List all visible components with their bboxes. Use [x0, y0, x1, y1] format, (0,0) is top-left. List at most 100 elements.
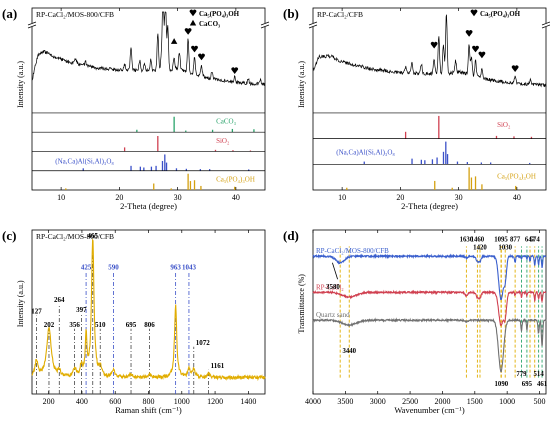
plot-frame — [31, 229, 266, 395]
band-label: 3580 — [326, 284, 340, 291]
panel-label: (c) — [2, 228, 16, 243]
peak-label: 425 — [81, 263, 92, 271]
band-label: 647 — [525, 236, 536, 243]
peak-label: 127 — [31, 308, 42, 316]
peak-label: 202 — [44, 321, 55, 329]
x-axis-title: Wavenumber (cm⁻¹) — [394, 405, 464, 415]
y-axis-title: Intensity (a.u.) — [297, 61, 306, 108]
axis-break-gap — [309, 23, 317, 27]
ftir-series-line — [312, 317, 547, 373]
ref-phase-label: (Na,Ca)Al(Si,Al)₃O₈ — [55, 157, 114, 165]
heart-marker — [198, 53, 205, 61]
band-label: 574 — [530, 236, 541, 243]
band-label: 877 — [510, 236, 521, 243]
band-label: 1460 — [471, 236, 485, 243]
legend-text: CaCO₃ — [199, 20, 220, 28]
x-tick-label: 200 — [43, 397, 55, 406]
x-tick-label: 1000 — [499, 397, 515, 406]
axis-break-mark — [260, 24, 270, 29]
band-label: 695 — [522, 381, 533, 388]
axis-break-gap — [542, 23, 550, 27]
band-label: 1090 — [495, 381, 509, 388]
x-tick-label: 40 — [232, 193, 240, 202]
heart-marker — [465, 30, 473, 37]
x-tick-label: 1500 — [467, 397, 483, 406]
sample-name: RP-CaCl₂/MOS-800/CFB — [36, 10, 114, 19]
plot-frame — [312, 7, 547, 191]
x-tick-label: 500 — [534, 397, 546, 406]
ref-phase-label: Ca₅(PO₄)₃OH — [497, 172, 536, 180]
sample-name: RP-CaCl₂/MOS-800/CFB — [36, 232, 114, 241]
x-tick-label: 2000 — [434, 397, 450, 406]
x-tick-label: 10 — [57, 193, 65, 202]
peak-label: 1161 — [211, 362, 225, 370]
y-axis-title: Intensity (a.u.) — [16, 61, 25, 108]
band-label: 1420 — [473, 245, 487, 252]
peak-label: 1043 — [182, 263, 197, 271]
heart-marker — [478, 51, 486, 59]
panel-label: (d) — [283, 228, 299, 243]
ref-phase-label: SiO₂ — [497, 121, 511, 129]
peak-label: 590 — [108, 263, 119, 271]
x-tick-label: 1400 — [240, 397, 256, 406]
peak-label: 510 — [95, 321, 106, 329]
heart-marker — [472, 45, 479, 53]
band-arrow — [332, 262, 338, 280]
panel-a: CaCO₃ SiO₂ (Na,Ca)Al(Si,Al)₃O₈ Ca₅(PO₄)₃OH C… — [2, 6, 270, 211]
peak-label: 963 — [170, 263, 181, 271]
raman-spectrum — [31, 238, 266, 382]
band-label: 1095 — [494, 236, 508, 243]
peak-label: 806 — [144, 321, 155, 329]
peak-label: 465 — [87, 232, 98, 240]
x-tick-label: 3000 — [370, 397, 386, 406]
x-tick-label: 1000 — [174, 397, 190, 406]
triangle-legend-marker — [189, 19, 197, 26]
axis-break-mark — [541, 24, 550, 29]
x-tick-label: 10 — [338, 193, 346, 202]
band-label: 1630 — [460, 236, 474, 243]
x-tick-label: 600 — [109, 397, 121, 406]
peak-label: 695 — [126, 321, 137, 329]
x-axis-title: Raman shift (cm⁻¹) — [115, 405, 182, 415]
x-tick-label: 20 — [396, 193, 404, 202]
axis-break-mark — [27, 21, 37, 26]
x-tick-label: 400 — [76, 397, 88, 406]
heart-marker — [231, 67, 239, 74]
x-tick-label: 20 — [115, 193, 123, 202]
x-tick-label: 800 — [143, 397, 155, 406]
xrd-pattern — [312, 14, 547, 88]
axis-break-mark — [308, 24, 318, 29]
plot-frame — [312, 229, 547, 395]
peak-label: 1072 — [196, 339, 211, 347]
heart-marker — [191, 45, 198, 53]
x-tick-label: 3500 — [337, 397, 353, 406]
panel-label: (b) — [283, 6, 299, 21]
axis-break-mark — [260, 21, 270, 26]
legend-text: Ca₅(PO₄)₃OH — [199, 10, 240, 18]
ref-phase-label: Ca₅(PO₄)₃OH — [216, 175, 255, 183]
axis-break-gap — [261, 23, 269, 27]
panel-d: RP-CaCl₂/MOS-800/CFB RP-CaCl₂ Quartz sand 3… — [283, 228, 548, 415]
series-label: RP-CaCl₂/MOS-800/CFB — [316, 247, 389, 255]
x-tick-label: 4000 — [305, 397, 321, 406]
ref-phase-label: SiO₂ — [216, 137, 230, 145]
y-axis-title: Transmittance (%) — [297, 274, 306, 334]
band-label: 1030 — [498, 245, 512, 252]
peak-label: 264 — [54, 296, 65, 304]
xrd-pattern — [31, 11, 266, 87]
panel-b: SiO₂ (Na,Ca)Al(Si,Al)₃O₈ Ca₅(PO₄)₃OH Ca₅(PO… — [283, 6, 550, 211]
heart-legend-marker — [189, 9, 197, 17]
ftir-series-line — [312, 289, 547, 327]
y-axis-title: Intensity (a.u.) — [16, 280, 25, 327]
band-label: 779 — [516, 371, 527, 378]
x-axis-title: 2-Theta (degree) — [401, 201, 458, 211]
heart-marker — [511, 65, 519, 72]
x-tick-label: 1200 — [207, 397, 223, 406]
peak-label: 356 — [69, 321, 80, 329]
plot-frame — [31, 7, 266, 191]
axis-break-mark — [308, 21, 318, 26]
x-tick-label: 2500 — [402, 397, 418, 406]
x-axis-title: 2-Theta (degree) — [120, 201, 177, 211]
